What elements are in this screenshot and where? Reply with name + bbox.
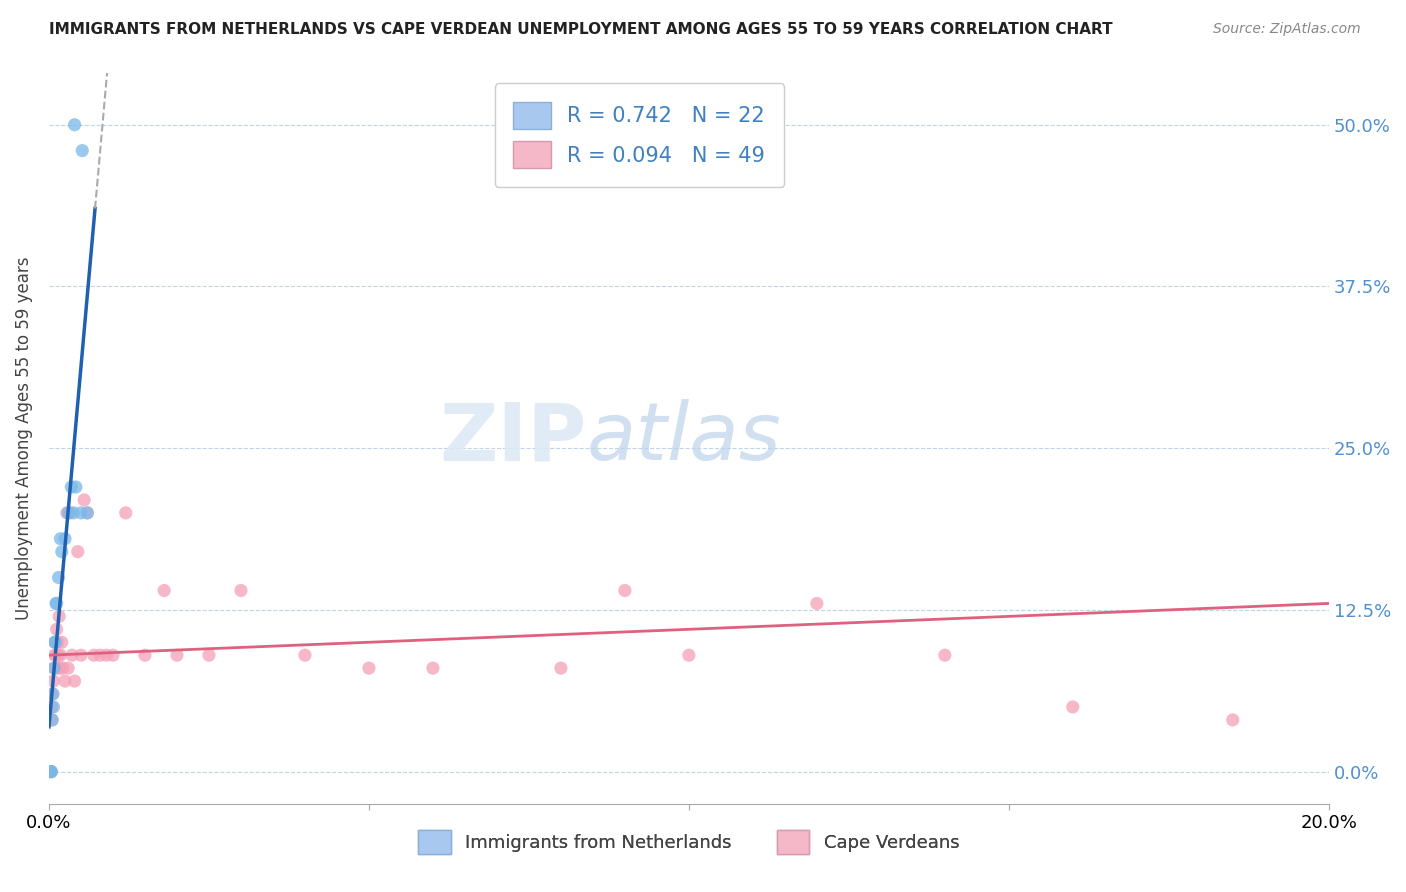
- Point: [41, 713, 63, 727]
- Point: [56, 661, 79, 675]
- Point: [44, 635, 66, 649]
- Point: [41, 713, 63, 727]
- Point: [45, 648, 67, 663]
- Point: [51, 635, 73, 649]
- Text: Source: ZipAtlas.com: Source: ZipAtlas.com: [1213, 22, 1361, 37]
- Point: [70, 144, 93, 158]
- Point: [229, 583, 252, 598]
- Point: [42, 687, 65, 701]
- Text: IMMIGRANTS FROM NETHERLANDS VS CAPE VERDEAN UNEMPLOYMENT AMONG AGES 55 TO 59 YEA: IMMIGRANTS FROM NETHERLANDS VS CAPE VERD…: [49, 22, 1112, 37]
- Point: [42, 661, 65, 675]
- Point: [934, 648, 956, 663]
- Point: [101, 648, 124, 663]
- Point: [60, 648, 83, 663]
- Point: [48, 609, 70, 624]
- Point: [76, 506, 98, 520]
- Point: [422, 661, 444, 675]
- Point: [550, 661, 572, 675]
- Point: [59, 506, 82, 520]
- Point: [613, 583, 636, 598]
- Point: [48, 570, 70, 584]
- Point: [66, 544, 89, 558]
- Point: [134, 648, 156, 663]
- Point: [39, 764, 62, 779]
- Point: [62, 506, 84, 520]
- Point: [357, 661, 380, 675]
- Point: [42, 700, 65, 714]
- Point: [45, 623, 67, 637]
- Point: [53, 532, 76, 546]
- Y-axis label: Unemployment Among Ages 55 to 59 years: Unemployment Among Ages 55 to 59 years: [15, 257, 32, 620]
- Point: [198, 648, 221, 663]
- Point: [42, 687, 65, 701]
- Point: [56, 506, 79, 520]
- Point: [1222, 713, 1244, 727]
- Text: ZIP: ZIP: [439, 400, 586, 477]
- Legend: Immigrants from Netherlands, Cape Verdeans: Immigrants from Netherlands, Cape Verdea…: [411, 823, 967, 861]
- Point: [42, 674, 65, 689]
- Point: [114, 506, 136, 520]
- Point: [44, 635, 66, 649]
- Point: [65, 480, 87, 494]
- Point: [294, 648, 316, 663]
- Point: [70, 506, 93, 520]
- Point: [63, 118, 86, 132]
- Point: [56, 506, 79, 520]
- Point: [153, 583, 176, 598]
- Point: [96, 648, 118, 663]
- Point: [39, 764, 62, 779]
- Text: atlas: atlas: [586, 400, 782, 477]
- Point: [76, 506, 98, 520]
- Point: [52, 661, 75, 675]
- Point: [63, 674, 86, 689]
- Point: [44, 635, 66, 649]
- Point: [73, 492, 96, 507]
- Point: [70, 648, 93, 663]
- Point: [49, 648, 72, 663]
- Point: [45, 597, 67, 611]
- Point: [46, 661, 69, 675]
- Point: [83, 648, 105, 663]
- Point: [48, 648, 70, 663]
- Point: [89, 648, 111, 663]
- Point: [53, 674, 76, 689]
- Point: [42, 661, 65, 675]
- Point: [39, 764, 62, 779]
- Point: [1062, 700, 1084, 714]
- Point: [41, 700, 63, 714]
- Point: [51, 544, 73, 558]
- Point: [49, 661, 72, 675]
- Point: [49, 532, 72, 546]
- Point: [41, 764, 63, 779]
- Point: [166, 648, 188, 663]
- Point: [806, 597, 828, 611]
- Point: [678, 648, 700, 663]
- Point: [46, 635, 69, 649]
- Point: [45, 597, 67, 611]
- Point: [60, 480, 83, 494]
- Point: [39, 764, 62, 779]
- Point: [44, 648, 66, 663]
